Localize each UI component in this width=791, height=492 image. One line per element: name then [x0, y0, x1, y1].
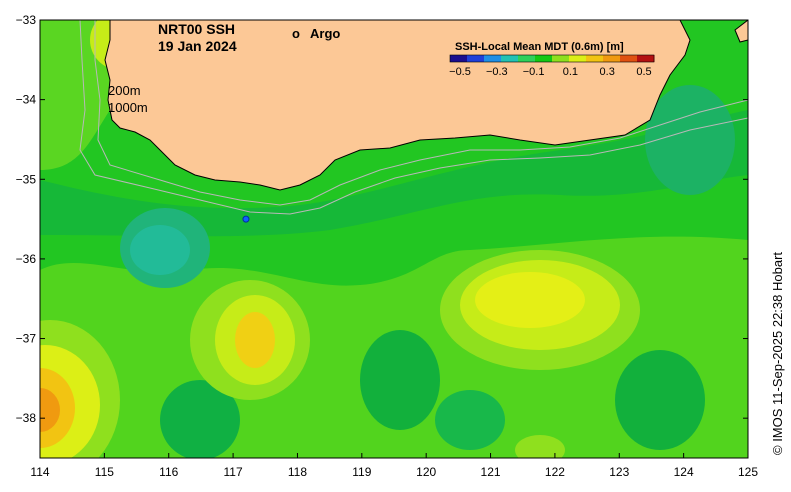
colorbar-band: [467, 55, 485, 62]
contour-200m: [94, 20, 748, 206]
imos-credit: © IMOS 11-Sep-2025 22:38 Hobart: [770, 251, 785, 455]
y-tick-label: −37: [16, 332, 37, 346]
x-tick-label: 115: [95, 465, 114, 479]
x-tick-label: 114: [30, 465, 49, 479]
warm-south: [515, 435, 565, 458]
argo-float-marker[interactable]: [242, 215, 250, 223]
bathymetry-contours: [79, 20, 748, 215]
colorbar-band: [535, 55, 553, 62]
argo-legend-label: Argo: [310, 26, 340, 41]
warm-eddy-west-core: [40, 388, 60, 432]
contour-label-1000m: 1000m: [108, 100, 148, 115]
x-tick-label: 118: [288, 465, 307, 479]
y-tick-label: −33: [16, 13, 37, 27]
colorbar-band: [501, 55, 519, 62]
colorbar-band: [569, 55, 587, 62]
eddy-green-sw: [160, 380, 240, 458]
x-tick-label: 116: [159, 465, 178, 479]
colorbar-title: SSH-Local Mean MDT (0.6m) [m]: [455, 41, 624, 53]
x-tick-label: 119: [352, 465, 371, 479]
argo-floats: [242, 215, 250, 223]
y-tick-label: −38: [16, 411, 37, 425]
colorbar-tick-label: 0.1: [563, 66, 578, 78]
contour-label-200m: 200m: [108, 83, 141, 98]
colorbar-tick-label: −0.3: [486, 66, 508, 78]
nw-light-green: [40, 20, 110, 170]
x-tick-label: 122: [545, 465, 565, 479]
y-tick-label: −35: [16, 172, 37, 186]
colorbar-bands: [450, 55, 655, 62]
x-tick-label: 124: [674, 465, 694, 479]
colorbar-tick-label: −0.5: [449, 66, 471, 78]
y-axis: −33 −34 −35 −36 −37 −38: [16, 13, 748, 425]
shelf-band: [40, 110, 748, 237]
colorbar-tick-label: −0.1: [523, 66, 545, 78]
warm-eddy-east-core: [475, 272, 585, 328]
colorbar-tick-label: 0.3: [600, 66, 615, 78]
colorbar-band: [637, 55, 655, 62]
colorbar-band: [552, 55, 570, 62]
x-tick-label: 120: [416, 465, 436, 479]
colorbar-frame: [449, 54, 655, 63]
eddy-teal-east: [645, 85, 735, 195]
x-tick-label: 121: [481, 465, 501, 479]
plot-area: [40, 20, 748, 458]
colorbar-band: [450, 55, 468, 62]
colorbar-band: [620, 55, 638, 62]
land-australia: [104, 20, 691, 191]
warm-eddy-mid-core: [235, 312, 275, 368]
land-east: [734, 20, 748, 43]
colorbar-band: [603, 55, 621, 62]
y-tick-label: −34: [16, 93, 37, 107]
eddy-green-southeast: [615, 350, 705, 450]
colorbar-band: [518, 55, 536, 62]
colorbar-band: [586, 55, 604, 62]
colorbar-ticks: −0.5 −0.3 −0.1 0.1 0.3 0.5: [449, 66, 652, 78]
y-tick-label: −36: [16, 252, 37, 266]
colorbar-tick-label: 0.5: [636, 66, 651, 78]
ssh-field: [40, 20, 748, 458]
x-tick-label: 123: [609, 465, 629, 479]
eddy-teal-west-core: [130, 225, 190, 275]
x-tick-label: 117: [224, 465, 243, 479]
colorbar: SSH-Local Mean MDT (0.6m) [m] −0.5 −0.3 −0…: [449, 41, 655, 78]
plot-frame: [39, 19, 749, 459]
eddy-green-s2: [435, 390, 505, 450]
contour-1000m: [79, 20, 748, 215]
colorbar-band: [484, 55, 502, 62]
map-title: NRT00 SSH: [158, 21, 235, 37]
x-tick-label: 125: [738, 465, 758, 479]
map-date: 19 Jan 2024: [158, 38, 237, 54]
argo-legend-symbol: o: [292, 26, 300, 41]
eddy-green-south: [360, 330, 440, 430]
x-axis: 114 115 116 117 118 119 120 121 122 123 124 125: [30, 453, 758, 479]
